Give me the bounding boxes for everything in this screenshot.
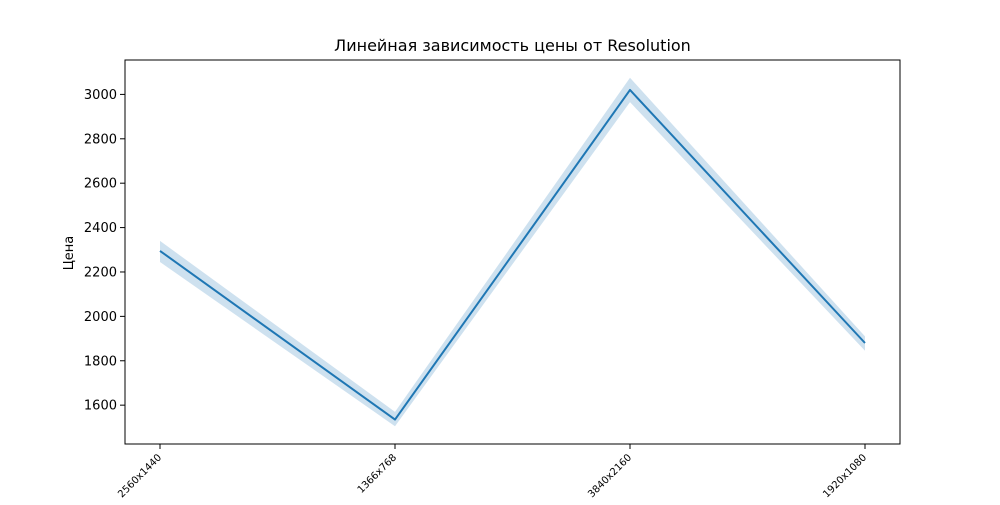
plot-area <box>159 77 866 427</box>
y-tick-label: 2400 <box>84 221 117 236</box>
y-tick-label: 2800 <box>84 132 117 147</box>
y-axis: 1600 1800 2000 2200 2400 2600 2800 3000 <box>84 88 125 414</box>
x-tick-label: 1920x1080 <box>821 452 869 500</box>
x-axis: 2560x1440 1366x768 3840x2160 1920x1080 <box>116 444 869 500</box>
y-tick-label: 2600 <box>84 177 117 192</box>
y-tick-label: 2000 <box>84 310 117 325</box>
chart-title: Линейная зависимость цены от Resolution <box>334 36 691 55</box>
y-tick-label: 1800 <box>84 354 117 369</box>
y-axis-label: Цена <box>62 236 77 271</box>
y-tick-label: 3000 <box>84 88 117 103</box>
plot-frame <box>124 59 901 445</box>
series-line <box>159 88 866 421</box>
x-tick-label: 1366x768 <box>356 452 399 495</box>
x-tick-label: 2560x1440 <box>116 452 164 500</box>
y-tick-label: 2200 <box>84 265 117 280</box>
x-tick-label: 3840x2160 <box>586 452 634 500</box>
y-tick-label: 1600 <box>84 399 117 414</box>
confidence-band <box>160 77 865 427</box>
